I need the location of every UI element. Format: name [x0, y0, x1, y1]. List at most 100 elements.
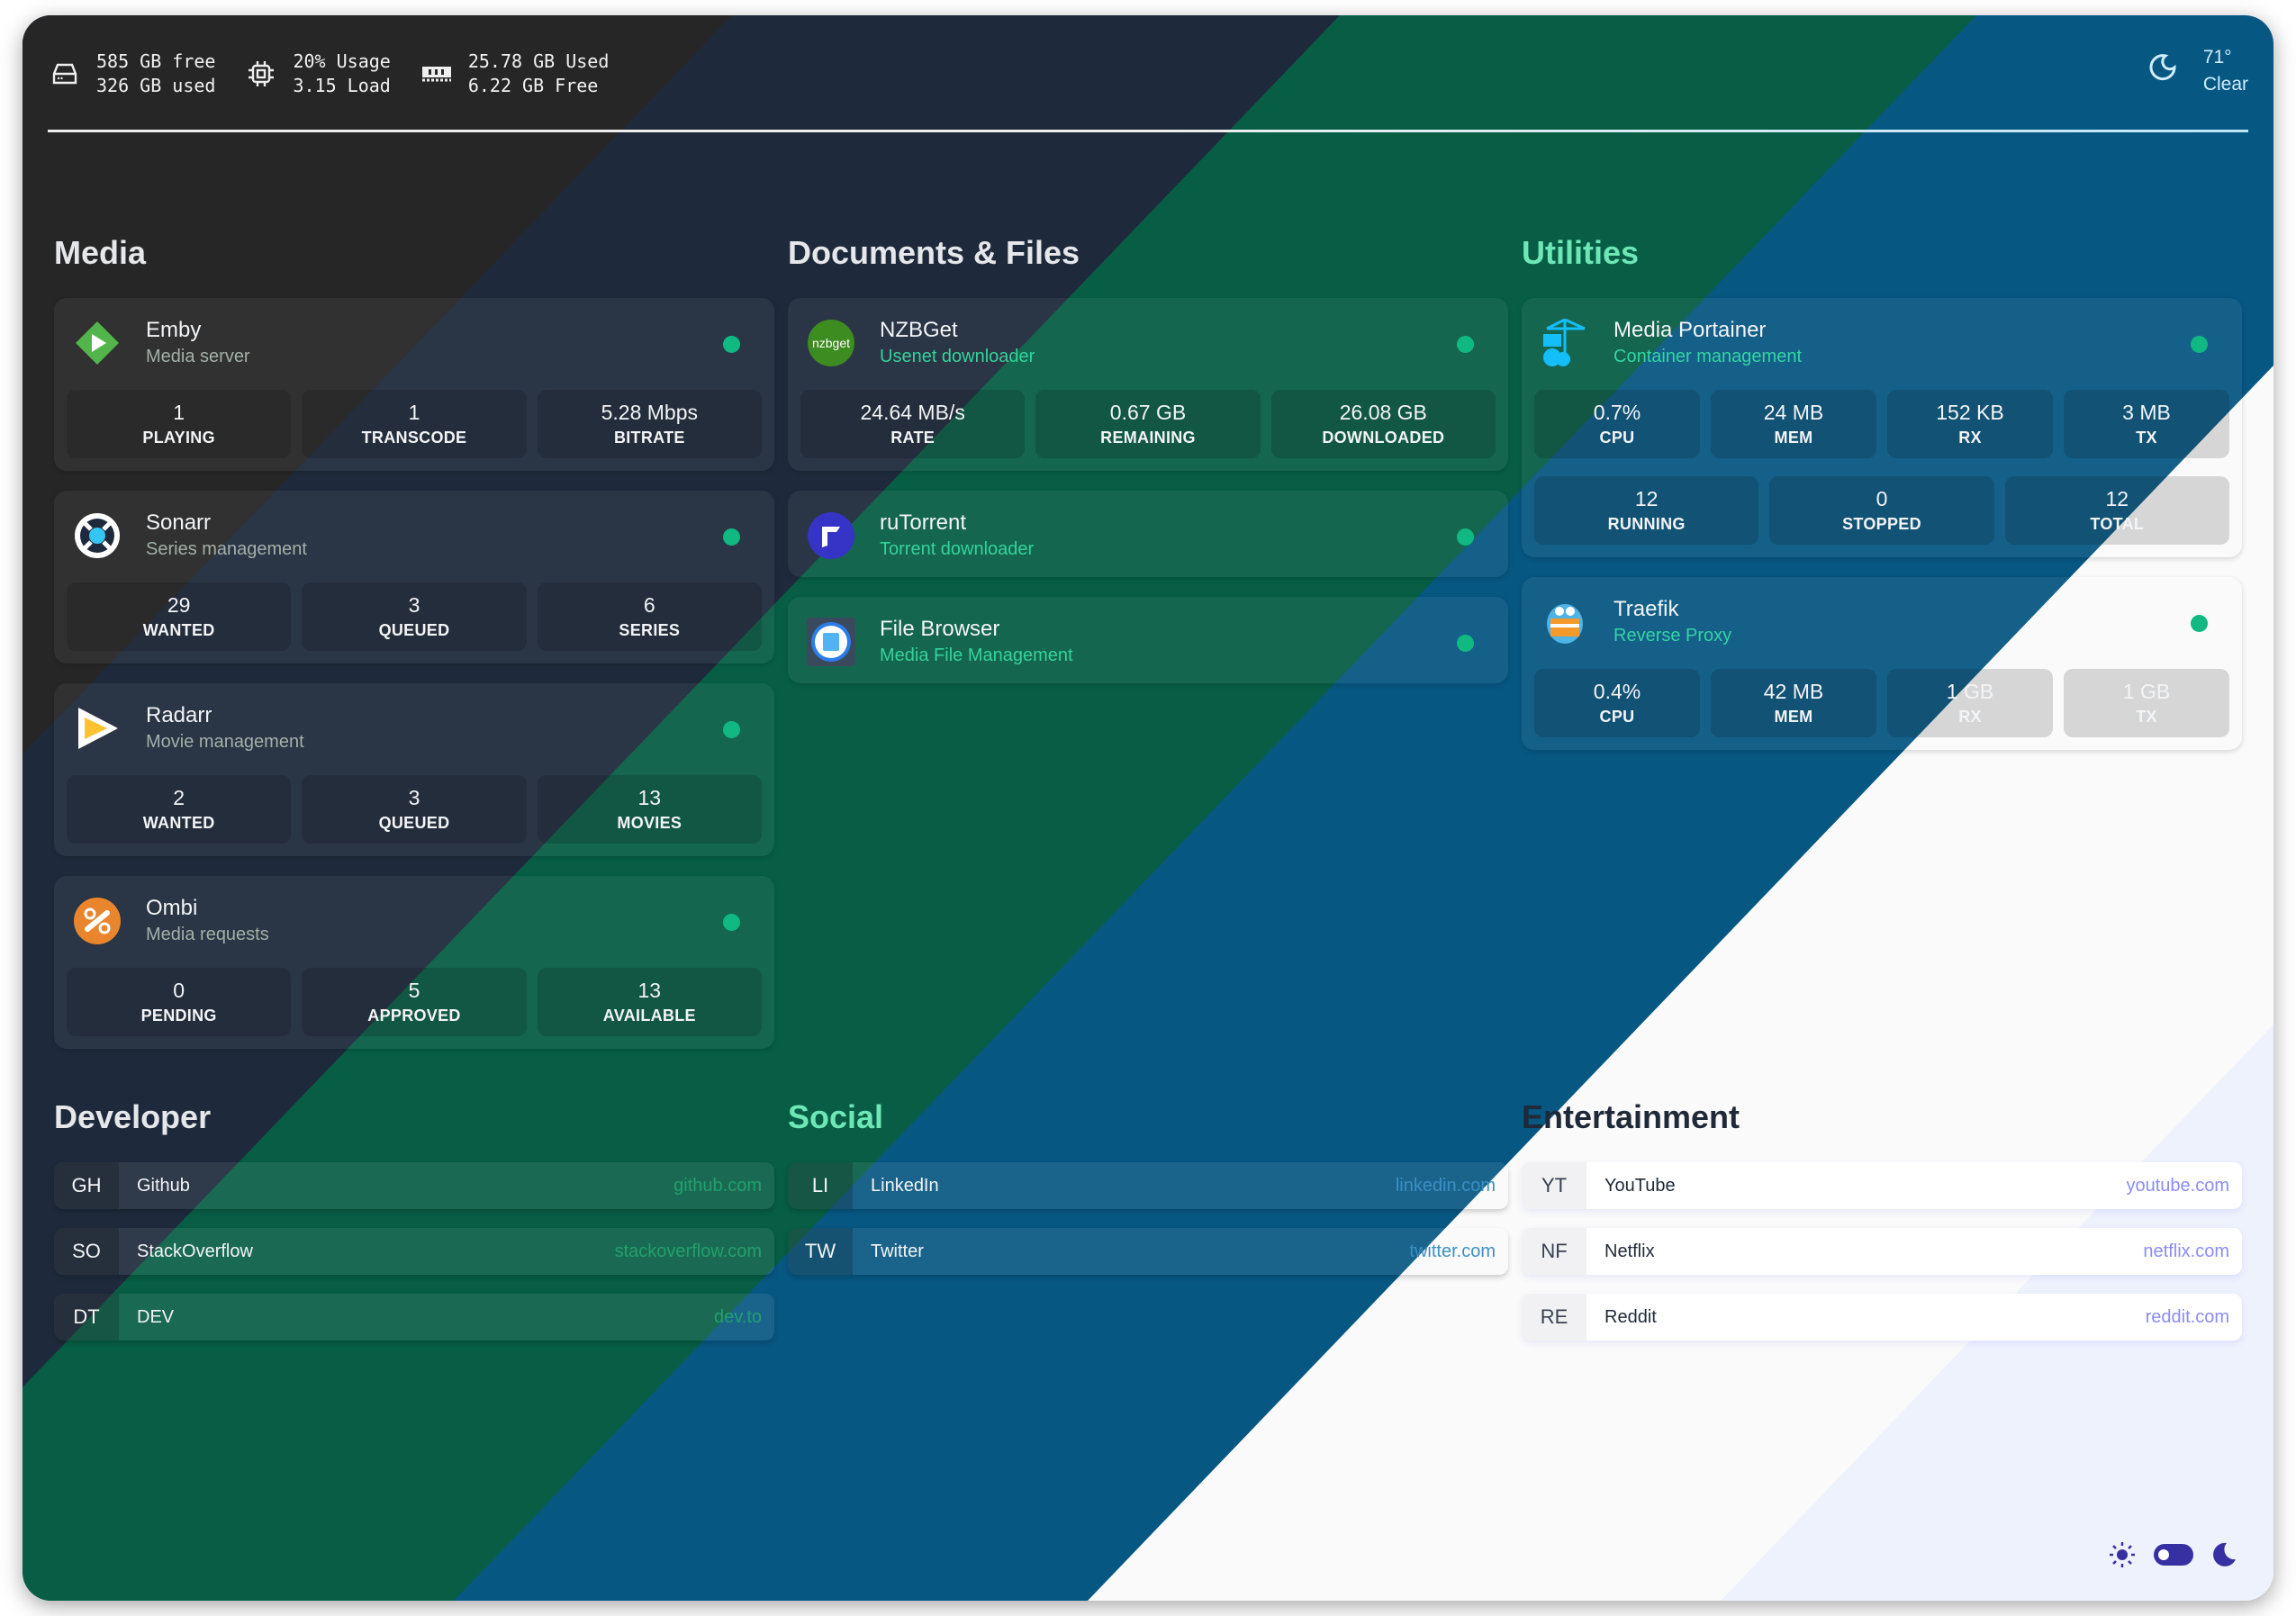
stat-value: 0	[173, 979, 185, 1002]
card-header: Ombi Media requests	[67, 892, 762, 950]
card-subtitle: Media File Management	[880, 645, 1073, 665]
stat-value: 0.4%	[1593, 680, 1641, 703]
disk-used: 326 GB used	[96, 75, 216, 96]
stat-value: 6	[643, 593, 655, 617]
bookmark-name: Netflix	[1604, 1241, 1655, 1261]
card-text: NZBGet Usenet downloader	[880, 317, 1035, 369]
card-title: Traefik	[1614, 597, 1679, 621]
section-entertainment: Entertainment YT YouTube youtube.com NF Netfl…	[1522, 1092, 2242, 1359]
stat-label: APPROVED	[367, 1007, 461, 1025]
status-indicator-online	[1457, 336, 1474, 353]
stat-value: 24.64 MB/s	[860, 401, 965, 424]
stat-box: 26.08 GB DOWNLOADED	[1270, 390, 1496, 458]
stat-box: 5.28 Mbps BITRATE	[537, 390, 762, 458]
bookmark-link-linkedin[interactable]: LI LinkedIn linkedin.com	[788, 1162, 1508, 1209]
status-indicator-online	[723, 528, 740, 546]
traefik-icon	[1540, 597, 1590, 647]
stat-box: 24.64 MB/s RATE	[800, 390, 1026, 458]
card-header: Emby Media server	[67, 314, 762, 372]
stat-value: 3	[408, 593, 420, 617]
stats-grid: 29 WANTED 3 QUEUED 6 SERIES	[67, 582, 762, 651]
card-title: File Browser	[880, 617, 1000, 641]
stat-box: 5 APPROVED	[302, 968, 527, 1036]
card-text: Emby Media server	[146, 317, 250, 369]
service-card-nzbget[interactable]: nzbget NZBGet Usenet downloader 24.64 MB/s R…	[788, 298, 1508, 471]
service-card-radarr[interactable]: Radarr Movie management 2 WANTED 3 QUEUED 13 MO…	[54, 683, 774, 856]
bookmark-link-youtube[interactable]: YT YouTube youtube.com	[1522, 1162, 2242, 1209]
stat-box: 3 QUEUED	[302, 582, 527, 651]
stat-label: MEM	[1774, 708, 1813, 726]
service-card-ombi[interactable]: Ombi Media requests 0 PENDING 5 APPROVED 13 AVA…	[54, 876, 774, 1049]
stat-value: 1 GB	[2122, 680, 2171, 703]
stat-box: 3 MB TX	[2064, 390, 2229, 458]
bookmark-name: LinkedIn	[871, 1175, 939, 1196]
service-card-emby[interactable]: Emby Media server 1 PLAYING 1 TRANSCODE 5.28 M…	[54, 298, 774, 471]
sonarr-icon	[72, 510, 122, 561]
card-header: Media Portainer Container management	[1534, 314, 2229, 372]
sun-icon[interactable]	[2108, 1540, 2137, 1574]
bookmark-link-dev[interactable]: DT DEV dev.to	[54, 1294, 774, 1341]
bookmark-link-netflix[interactable]: NF Netflix netflix.com	[1522, 1228, 2242, 1275]
card-subtitle: Reverse Proxy	[1614, 626, 1732, 645]
bookmark-link-reddit[interactable]: RE Reddit reddit.com	[1522, 1294, 2242, 1341]
service-card-rutorrent[interactable]: ruTorrent Torrent downloader	[788, 491, 1508, 577]
weather-widget: 71° Clear	[2147, 44, 2248, 98]
stat-box: 13 MOVIES	[537, 775, 762, 844]
bookmark-link-stackoverflow[interactable]: SO StackOverflow stackoverflow.com	[54, 1228, 774, 1275]
stat-label: TX	[2136, 429, 2157, 447]
bookmark-url: linkedin.com	[1395, 1175, 1496, 1196]
section-social: Social LI LinkedIn linkedin.com TW Twitter twi…	[788, 1092, 1508, 1294]
stat-box: 29 WANTED	[67, 582, 292, 651]
service-card-file-browser[interactable]: File Browser Media File Management	[788, 597, 1508, 683]
section-title: Media	[54, 234, 147, 271]
card-text: File Browser Media File Management	[880, 616, 1073, 668]
radarr-icon	[72, 703, 122, 754]
moon-icon[interactable]	[2210, 1541, 2237, 1573]
stat-label: TOTAL	[2090, 515, 2145, 533]
stat-value: 24 MB	[1763, 401, 1824, 424]
service-card-sonarr[interactable]: Sonarr Series management 29 WANTED 3 QUEUED 6 S…	[54, 491, 774, 664]
stat-label: RX	[1958, 708, 1982, 726]
bookmark-name: DEV	[137, 1306, 175, 1327]
bookmark-abbr: YT	[1522, 1162, 1586, 1209]
bookmark-link-github[interactable]: GH Github github.com	[54, 1162, 774, 1209]
card-title: Radarr	[146, 703, 212, 727]
stat-box: 42 MB MEM	[1711, 669, 1876, 737]
stat-value: 12	[1634, 487, 1659, 510]
stat-box: 1 PLAYING	[67, 390, 292, 458]
file-browser-icon	[806, 617, 856, 667]
weather-temp: 71°	[2202, 47, 2232, 68]
dashboard-panel: 585 GB free 326 GB used 20% Usage 3.15 Loa…	[23, 15, 2273, 1601]
section-title: Social	[788, 1098, 884, 1135]
stat-label: TRANSCODE	[361, 429, 467, 447]
rutorrent-icon	[806, 510, 856, 561]
stat-value: 42 MB	[1763, 680, 1824, 703]
service-card-traefik[interactable]: Traefik Reverse Proxy 0.4% CPU 42 MB MEM 1 GB R…	[1522, 577, 2242, 750]
moon-icon	[2147, 52, 2178, 91]
card-title: Emby	[146, 318, 202, 342]
toggle-switch[interactable]	[2153, 1543, 2194, 1571]
section-media: Media Emby Media server 1 PLAYING 1 TRANSCODE 5…	[54, 228, 774, 1069]
stat-box: 3 QUEUED	[302, 775, 527, 844]
stat-value: 26.08 GB	[1339, 401, 1427, 424]
status-indicator-online	[723, 721, 740, 738]
ombi-icon	[72, 896, 122, 946]
stat-box: 24 MB MEM	[1711, 390, 1876, 458]
section-developer: Developer GH Github github.com SO StackOverfl…	[54, 1092, 774, 1359]
stat-label: CPU	[1599, 708, 1635, 726]
section-documents: Documents & Files nzbget NZBGet Usenet down…	[788, 228, 1508, 703]
card-text: Media Portainer Container management	[1614, 317, 1802, 369]
hard-drive-icon	[50, 59, 80, 89]
stat-label: DOWNLOADED	[1322, 429, 1445, 447]
stat-box: 0.4% CPU	[1534, 669, 1700, 737]
stat-label: MOVIES	[617, 814, 682, 832]
bookmark-name: Reddit	[1604, 1306, 1657, 1327]
service-card-media-portainer[interactable]: Media Portainer Container management 0.7% C…	[1522, 298, 2242, 557]
theme-toggle[interactable]	[2108, 1540, 2237, 1574]
stat-box: 2 WANTED	[67, 775, 292, 844]
status-indicator-online	[2191, 615, 2208, 632]
card-subtitle: Movie management	[146, 732, 304, 752]
bookmark-link-twitter[interactable]: TW Twitter twitter.com	[788, 1228, 1508, 1275]
card-header: File Browser Media File Management	[800, 613, 1496, 671]
stats-grid: 0.7% CPU 24 MB MEM 152 KB RX 3 MB TX	[1534, 390, 2229, 458]
